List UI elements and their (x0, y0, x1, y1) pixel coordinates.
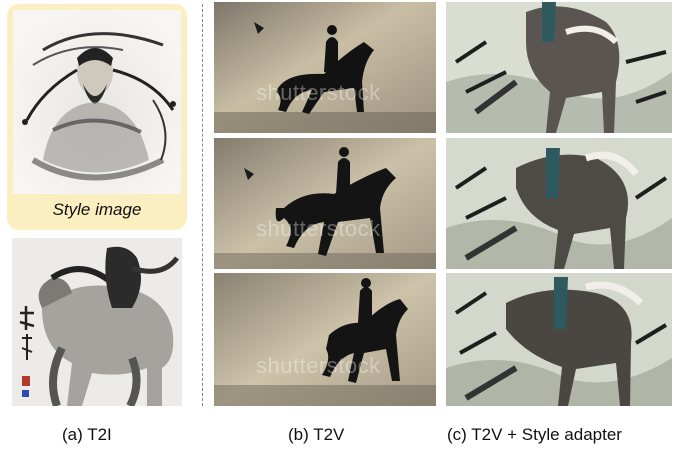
watermark: shutterstock (256, 80, 381, 105)
styled-frame-1 (446, 2, 672, 133)
watermark: shutterstock (256, 353, 381, 378)
styled-frame-2 (446, 138, 672, 269)
style-image (13, 10, 181, 194)
t2v-frame-1: shutterstock (214, 2, 436, 133)
caption-t2i: (a) T2I (62, 425, 112, 444)
caption-t2v-style-adapter: (c) T2V + Style adapter (447, 425, 622, 444)
style-image-label: Style image (52, 200, 142, 219)
watermark: shutterstock (256, 216, 381, 241)
t2v-frame-3: shutterstock (214, 273, 436, 406)
styled-frame-3 (446, 273, 672, 406)
t2i-result-image (12, 238, 182, 406)
caption-t2v: (b) T2V (288, 425, 345, 444)
dashed-divider (202, 4, 203, 406)
t2v-frame-2: shutterstock (214, 138, 436, 269)
